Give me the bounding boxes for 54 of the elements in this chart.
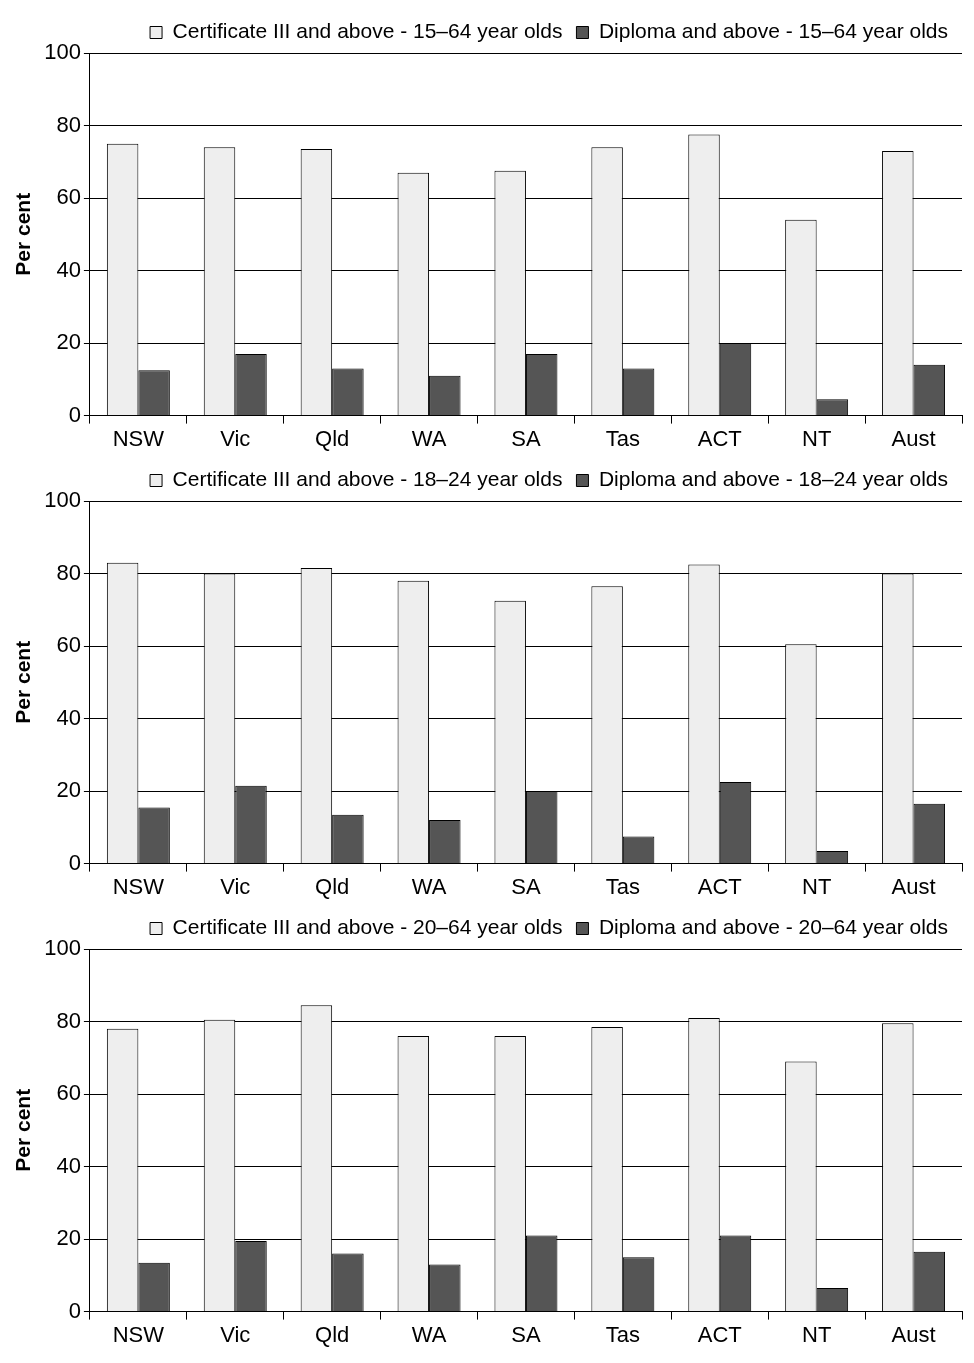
y-tick-label: 0 xyxy=(68,1297,81,1323)
x-tick-label: NSW xyxy=(112,425,165,451)
legend-label: Diploma and above - 15–64 year olds xyxy=(598,19,949,43)
x-tick-label: NSW xyxy=(112,873,165,899)
y-tick-label: 20 xyxy=(56,777,81,803)
y-tick-label: 60 xyxy=(56,1080,81,1106)
x-tick-label: Qld xyxy=(315,1321,350,1347)
y-tick-label: 0 xyxy=(68,849,81,875)
x-tick-label: Aust xyxy=(891,873,936,899)
x-tick-label: ACT xyxy=(697,1321,742,1347)
y-tick-label: 80 xyxy=(56,1007,81,1033)
y-tick-label: 60 xyxy=(56,632,81,658)
legend-label: Certificate III and above - 15–64 year olds xyxy=(172,19,563,43)
x-tick-label: Qld xyxy=(315,425,350,451)
y-tick-label: 20 xyxy=(56,329,81,355)
y-tick-label: 60 xyxy=(56,184,81,210)
y-axis-title: Per cent xyxy=(11,192,35,276)
x-tick-label: WA xyxy=(411,1321,447,1347)
legend-label: Certificate III and above - 20–64 year olds xyxy=(172,915,563,939)
y-tick-label: 100 xyxy=(44,935,81,961)
x-tick-label: Vic xyxy=(220,1321,251,1347)
y-tick-label: 80 xyxy=(56,111,81,137)
x-tick-label: ACT xyxy=(697,873,742,899)
y-tick-label: 40 xyxy=(56,1152,81,1178)
x-tick-label: Qld xyxy=(315,873,350,899)
legend-label: Diploma and above - 18–24 year olds xyxy=(598,467,949,491)
y-tick-label: 0 xyxy=(68,401,81,427)
x-tick-label: NT xyxy=(801,1321,832,1347)
x-tick-label: SA xyxy=(511,873,541,899)
legend-label: Certificate III and above - 18–24 year olds xyxy=(172,467,563,491)
y-tick-label: 100 xyxy=(44,487,81,513)
x-tick-label: NT xyxy=(801,425,832,451)
x-tick-label: Aust xyxy=(891,425,936,451)
x-tick-label: Tas xyxy=(605,873,640,899)
y-axis-title: Per cent xyxy=(11,1088,35,1172)
y-tick-label: 100 xyxy=(44,39,81,65)
y-tick-label: 20 xyxy=(56,1225,81,1251)
y-axis-title: Per cent xyxy=(11,640,35,724)
x-tick-label: Aust xyxy=(891,1321,936,1347)
x-tick-label: Vic xyxy=(220,873,251,899)
x-tick-label: Tas xyxy=(605,425,640,451)
y-tick-label: 80 xyxy=(56,559,81,585)
x-tick-label: Tas xyxy=(605,1321,640,1347)
x-tick-label: WA xyxy=(411,873,447,899)
legend-label: Diploma and above - 20–64 year olds xyxy=(598,915,949,939)
x-tick-label: SA xyxy=(511,1321,541,1347)
x-tick-label: Vic xyxy=(220,425,251,451)
x-tick-label: NSW xyxy=(112,1321,165,1347)
y-tick-label: 40 xyxy=(56,256,81,282)
x-tick-label: NT xyxy=(801,873,832,899)
x-tick-label: ACT xyxy=(697,425,742,451)
x-tick-label: SA xyxy=(511,425,541,451)
y-tick-label: 40 xyxy=(56,704,81,730)
x-tick-label: WA xyxy=(411,425,447,451)
